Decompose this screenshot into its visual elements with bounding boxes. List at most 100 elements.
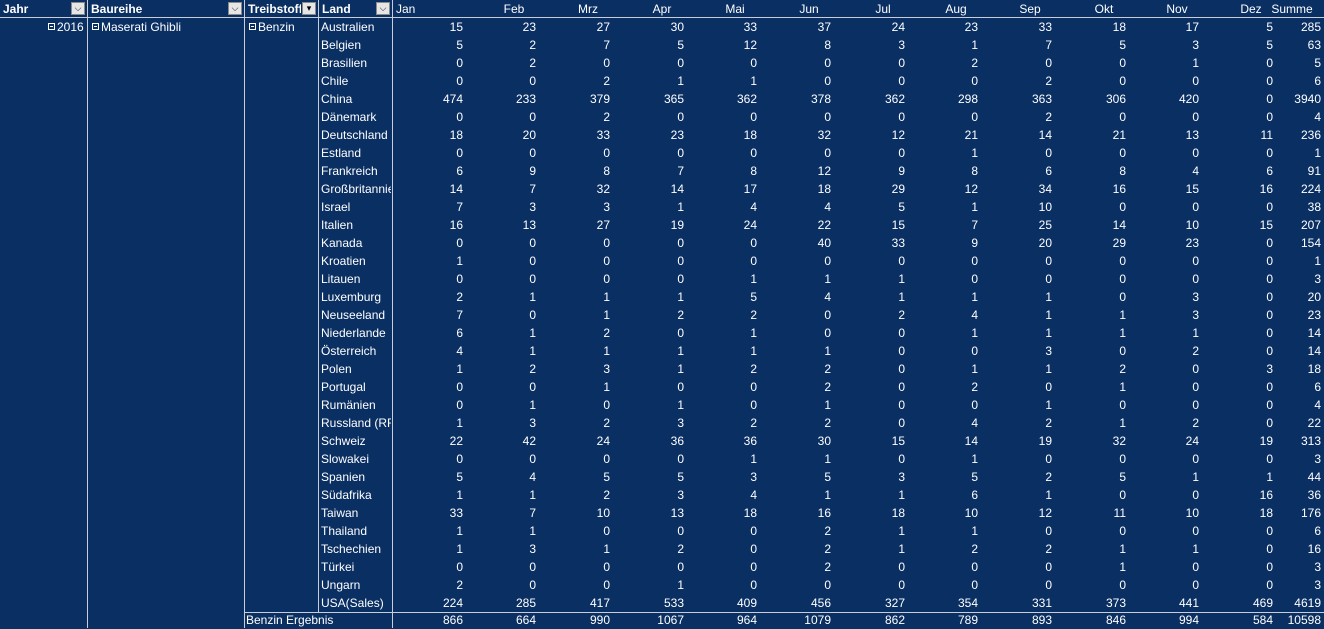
value-cell[interactable]: 0 [603,56,610,70]
value-cell[interactable]: 1 [603,308,610,322]
land-cell[interactable]: Türkei [321,560,355,574]
value-cell[interactable]: 0 [677,524,684,538]
value-cell[interactable]: 29 [1112,236,1126,250]
value-cell[interactable]: 0 [1266,254,1273,268]
value-cell[interactable]: 417 [589,596,610,610]
value-cell[interactable]: 0 [1045,578,1052,592]
value-cell[interactable]: 17 [743,182,757,196]
value-cell[interactable]: 6 [456,164,463,178]
value-cell[interactable]: 18 [1259,506,1273,520]
value-cell[interactable]: 18 [891,506,905,520]
value-cell[interactable]: 3 [1266,362,1273,376]
value-cell[interactable]: 0 [750,110,757,124]
value-cell[interactable]: 0 [750,56,757,70]
value-cell[interactable]: 2 [1045,74,1052,88]
value-cell[interactable]: 0 [1045,524,1052,538]
value-cell[interactable]: 474 [442,92,463,106]
land-cell[interactable]: Taiwan [321,506,359,520]
value-cell[interactable]: 1 [603,380,610,394]
value-cell[interactable]: 15 [891,434,905,448]
value-cell[interactable]: 0 [1192,272,1199,286]
value-cell[interactable]: 8 [750,164,757,178]
value-cell[interactable]: 4 [971,308,978,322]
value-cell[interactable]: 3 [750,470,757,484]
value-cell[interactable]: 3 [1192,290,1199,304]
value-cell[interactable]: 1 [677,398,684,412]
value-cell[interactable]: 0 [677,272,684,286]
value-cell[interactable]: 0 [971,254,978,268]
value-cell[interactable]: 1 [677,290,684,304]
value-cell[interactable]: 1 [456,542,463,556]
value-cell[interactable]: 36 [1307,488,1321,502]
value-cell[interactable]: 2 [750,308,757,322]
value-cell[interactable]: 0 [750,380,757,394]
value-cell[interactable]: 0 [603,452,610,466]
value-cell[interactable]: 1 [1119,380,1126,394]
value-cell[interactable]: 12 [964,182,978,196]
value-cell[interactable]: 0 [1266,326,1273,340]
value-cell[interactable]: 0 [1266,272,1273,286]
value-cell[interactable]: 3 [1314,452,1321,466]
total-value-cell[interactable]: 846 [1105,613,1126,627]
value-cell[interactable]: 1 [1045,488,1052,502]
value-cell[interactable]: 0 [1266,92,1273,106]
total-value-cell[interactable]: 664 [515,613,536,627]
value-cell[interactable]: 32 [1112,434,1126,448]
value-cell[interactable]: 1 [603,344,610,358]
value-cell[interactable]: 0 [750,236,757,250]
value-cell[interactable]: 0 [898,110,905,124]
value-cell[interactable]: 33 [891,236,905,250]
value-cell[interactable]: 0 [529,254,536,268]
value-cell[interactable]: 0 [1266,578,1273,592]
value-cell[interactable]: 2 [1192,416,1199,430]
value-cell[interactable]: 1 [750,326,757,340]
value-cell[interactable]: 8 [971,164,978,178]
value-cell[interactable]: 6 [456,326,463,340]
value-cell[interactable]: 224 [442,596,463,610]
value-cell[interactable]: 8 [824,38,831,52]
value-cell[interactable]: 2 [603,488,610,502]
value-cell[interactable]: 0 [1192,362,1199,376]
value-cell[interactable]: 5 [1119,470,1126,484]
value-cell[interactable]: 0 [898,452,905,466]
value-cell[interactable]: 6 [1266,164,1273,178]
value-cell[interactable]: 38 [1307,200,1321,214]
value-cell[interactable]: 0 [898,398,905,412]
value-cell[interactable]: 1 [677,200,684,214]
value-cell[interactable]: 18 [1112,20,1126,34]
value-cell[interactable]: 9 [971,236,978,250]
value-cell[interactable]: 4 [824,200,831,214]
value-cell[interactable]: 441 [1178,596,1199,610]
land-cell[interactable]: Russland (RF) [321,416,391,430]
land-cell[interactable]: Großbritannien [321,182,391,196]
value-cell[interactable]: 1 [456,524,463,538]
value-cell[interactable]: 1 [456,254,463,268]
value-cell[interactable]: 2 [529,56,536,70]
value-cell[interactable]: 1 [1192,470,1199,484]
value-cell[interactable]: 1 [898,542,905,556]
value-cell[interactable]: 1 [456,416,463,430]
value-cell[interactable]: 0 [456,380,463,394]
value-cell[interactable]: 362 [884,92,905,106]
land-cell[interactable]: China [321,92,353,106]
value-cell[interactable]: 7 [456,200,463,214]
value-cell[interactable]: 1 [1314,146,1321,160]
value-cell[interactable]: 0 [1266,380,1273,394]
value-cell[interactable]: 1 [898,272,905,286]
value-cell[interactable]: 0 [1266,200,1273,214]
value-cell[interactable]: 0 [824,110,831,124]
value-cell[interactable]: 0 [456,146,463,160]
value-cell[interactable]: 14 [1307,344,1321,358]
value-cell[interactable]: 24 [891,20,905,34]
value-cell[interactable]: 0 [971,398,978,412]
value-cell[interactable]: 15 [449,20,463,34]
value-cell[interactable]: 313 [1300,434,1321,448]
value-cell[interactable]: 0 [898,254,905,268]
value-cell[interactable]: 0 [898,56,905,70]
value-cell[interactable]: 379 [589,92,610,106]
value-cell[interactable]: 16 [817,506,831,520]
value-cell[interactable]: 27 [596,218,610,232]
total-value-cell[interactable]: 893 [1031,613,1052,627]
value-cell[interactable]: 327 [884,596,905,610]
value-cell[interactable]: 10 [596,506,610,520]
